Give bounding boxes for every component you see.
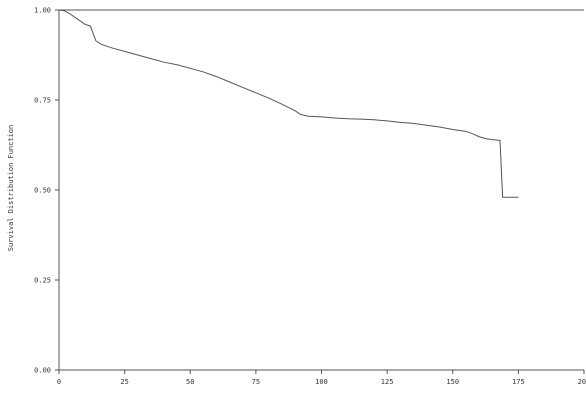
survival-curve [58,9,519,198]
x-tick-label: 50 [186,378,194,386]
x-tick-label: 200 [578,378,586,386]
x-tick-label: 175 [512,378,525,386]
x-tick-label: 125 [381,378,394,386]
series-group [58,9,519,198]
y-tick-label: 0.25 [34,277,51,285]
x-tick-label: 0 [57,378,61,386]
y-axis-title: Survival Distribution Function [7,125,15,251]
y-axis: 0.00 0.25 0.50 0.75 1.00 [34,7,59,375]
y-tick-label: 0.50 [34,187,51,195]
x-axis: 0 25 50 75 100 125 150 175 200 [57,370,586,386]
x-tick-label: 100 [315,378,328,386]
plot-frame [58,9,584,371]
x-tick-label: 150 [446,378,459,386]
x-tick-label: 25 [120,378,128,386]
y-tick-label: 0.75 [34,97,51,105]
y-tick-label: 1.00 [34,7,51,15]
x-tick-label: 75 [252,378,260,386]
y-tick-label: 0.00 [34,367,51,375]
